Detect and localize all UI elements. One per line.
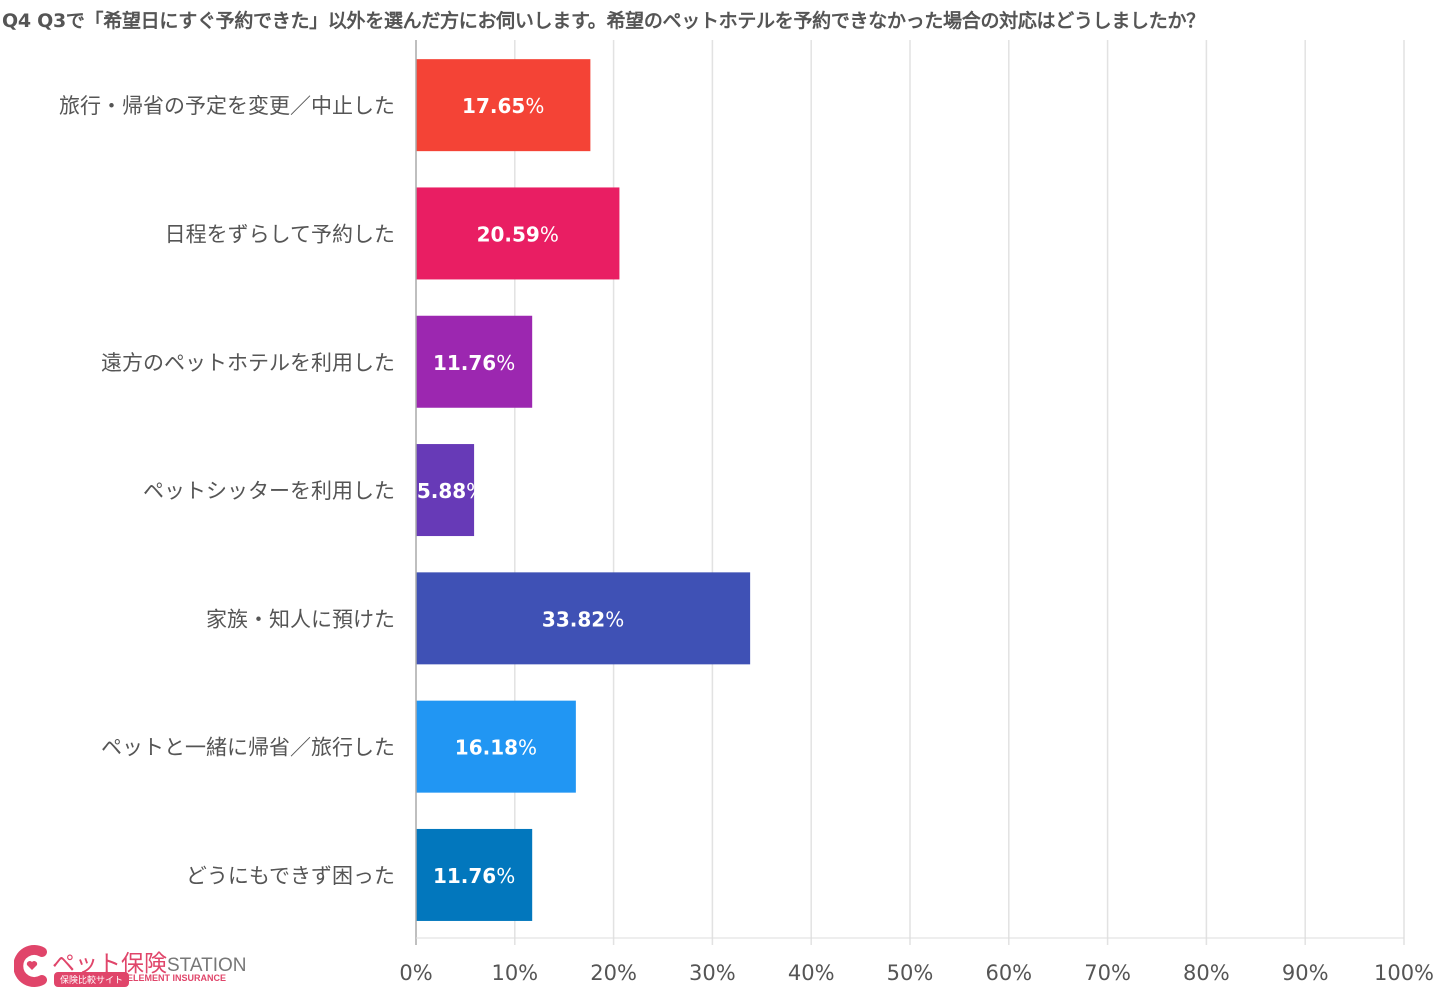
category-label: ペットシッターを利用した xyxy=(143,479,395,503)
data-label-unit: % xyxy=(466,479,485,503)
category-labels: 旅行・帰省の予定を変更／中止した日程をずらして予約した遠方のペットホテルを利用し… xyxy=(59,94,395,888)
chart-title: Q4 Q3で「希望日にすぐ予約できた」以外を選んだ方にお伺いします。希望のペット… xyxy=(2,10,1205,32)
bar xyxy=(416,187,620,280)
category-label: ペットと一緒に帰省／旅行した xyxy=(101,736,395,760)
data-label-value: 16.18 xyxy=(455,736,518,760)
data-label-unit: % xyxy=(496,351,515,375)
data-label: 33.82% xyxy=(542,607,624,631)
x-tick-label: 30% xyxy=(689,961,736,985)
bar xyxy=(416,700,576,793)
category-label: 日程をずらして予約した xyxy=(165,222,395,246)
data-label-unit: % xyxy=(605,607,624,631)
logo-badge: 保険比較サイト xyxy=(54,972,130,987)
data-label: 20.59% xyxy=(477,222,559,246)
data-label-unit: % xyxy=(496,864,515,888)
bar xyxy=(416,572,751,665)
category-label: 遠方のペットホテルを利用した xyxy=(101,351,395,375)
x-tick-label: 80% xyxy=(1183,961,1230,985)
x-tick-label: 40% xyxy=(788,961,835,985)
gridlines xyxy=(415,40,1405,945)
x-tick-label: 50% xyxy=(887,961,934,985)
data-label-unit: % xyxy=(525,94,544,118)
data-label: 17.65% xyxy=(462,94,544,118)
x-tick-label: 70% xyxy=(1084,961,1131,985)
logo-c-heart-icon xyxy=(14,945,47,987)
x-tick-label: 60% xyxy=(985,961,1032,985)
x-tick-label: 90% xyxy=(1282,961,1329,985)
data-label-value: 11.76 xyxy=(433,864,496,888)
x-tick-label: 20% xyxy=(590,961,637,985)
x-tick-label: 0% xyxy=(399,961,432,985)
category-label: どうにもできず困った xyxy=(186,864,395,888)
bar xyxy=(416,315,533,408)
data-label-unit: % xyxy=(518,736,537,760)
data-label-value: 11.76 xyxy=(433,351,496,375)
bar xyxy=(416,59,591,152)
logo-subtitle: ELEMENT INSURANCE xyxy=(127,973,227,983)
bars: 17.65%20.59%11.76%5.88%33.82%16.18%11.76… xyxy=(416,59,751,921)
data-label-unit: % xyxy=(540,222,559,246)
category-label: 家族・知人に預けた xyxy=(206,607,395,631)
logo: ペット保険STATION 保険比較サイト ELEMENT INSURANCE xyxy=(14,944,274,990)
data-label: 16.18% xyxy=(455,736,537,760)
data-label: 11.76% xyxy=(433,864,515,888)
category-label: 旅行・帰省の予定を変更／中止した xyxy=(59,94,395,118)
data-label-value: 17.65 xyxy=(462,94,525,118)
x-tick-label: 100% xyxy=(1374,961,1434,985)
x-tick-label: 10% xyxy=(491,961,538,985)
data-label-value: 33.82 xyxy=(542,607,605,631)
bar xyxy=(416,444,475,537)
x-axis-ticks: 0% 10% 20% 30% 40% 50% 60% 70% 80% 90% 100% xyxy=(399,961,1434,985)
data-label-value: 20.59 xyxy=(477,222,540,246)
data-label: 5.88% xyxy=(417,479,485,503)
data-label: 11.76% xyxy=(433,351,515,375)
bar xyxy=(416,828,533,921)
data-label-value: 5.88 xyxy=(417,479,466,503)
